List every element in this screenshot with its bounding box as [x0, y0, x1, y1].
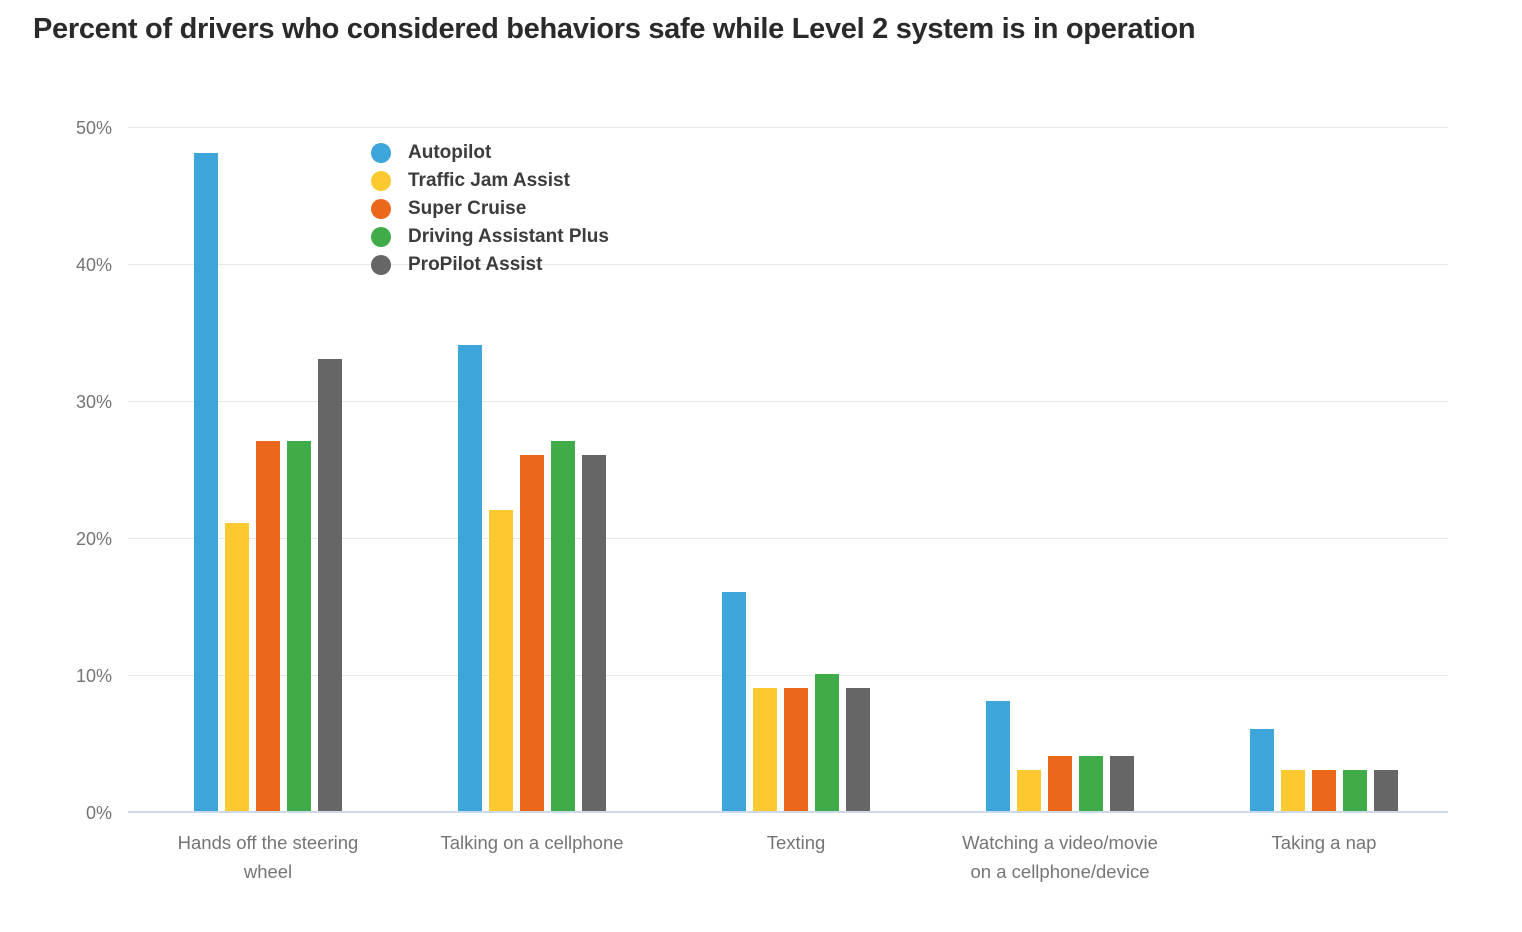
- bar[interactable]: [1374, 769, 1398, 811]
- x-axis-baseline: [128, 811, 1448, 813]
- x-category-label-line: Taking a nap: [1271, 832, 1377, 853]
- gridline: [128, 127, 1448, 128]
- x-category-label-line: Texting: [766, 832, 826, 853]
- bar[interactable]: [815, 674, 839, 811]
- bar[interactable]: [225, 523, 249, 811]
- legend: Autopilot Traffic Jam Assist Super Cruise D…: [371, 139, 609, 279]
- x-category-label: Watching a video/movie on a cellphone/dev…: [910, 828, 1210, 886]
- x-category-label: Talking on a cellphone: [382, 828, 682, 857]
- legend-item: Autopilot: [371, 139, 609, 167]
- chart-title: Percent of drivers who considered behavi…: [33, 13, 1196, 45]
- bar[interactable]: [1343, 769, 1367, 811]
- bar[interactable]: [1079, 756, 1103, 811]
- bar[interactable]: [1312, 769, 1336, 811]
- bar[interactable]: [458, 345, 482, 811]
- y-tick-label: 40%: [75, 255, 112, 275]
- legend-item: Super Cruise: [371, 195, 609, 223]
- x-category-label-line: Talking on a cellphone: [440, 832, 624, 853]
- gridline: [128, 538, 1448, 539]
- bar[interactable]: [489, 509, 513, 811]
- legend-label: Driving Assistant Plus: [408, 226, 609, 247]
- legend-label: Traffic Jam Assist: [408, 170, 570, 191]
- x-category-label-line: Watching a video/movie: [962, 832, 1158, 853]
- legend-label: Autopilot: [408, 142, 492, 163]
- bar[interactable]: [1110, 756, 1134, 811]
- bar[interactable]: [582, 454, 606, 811]
- plot-area: [128, 127, 1448, 813]
- bar[interactable]: [194, 153, 218, 811]
- y-tick-label: 30%: [75, 392, 112, 412]
- bar[interactable]: [1250, 728, 1274, 811]
- bar[interactable]: [520, 454, 544, 811]
- y-tick-label: 0%: [85, 803, 112, 823]
- bar[interactable]: [551, 441, 575, 811]
- x-category-label-line: on a cellphone/device: [970, 861, 1150, 882]
- legend-color-dot-icon: [371, 255, 391, 275]
- bar[interactable]: [1017, 769, 1041, 811]
- bar[interactable]: [722, 591, 746, 811]
- bar[interactable]: [318, 358, 342, 811]
- x-category-label-line: Hands off the steering: [177, 832, 359, 853]
- legend-item: Driving Assistant Plus: [371, 223, 609, 251]
- bar[interactable]: [986, 701, 1010, 811]
- bar[interactable]: [256, 441, 280, 811]
- x-category-label: Texting: [646, 828, 946, 857]
- gridline: [128, 675, 1448, 676]
- legend-color-dot-icon: [371, 171, 391, 191]
- gridline: [128, 264, 1448, 265]
- legend-label: ProPilot Assist: [408, 254, 543, 275]
- legend-color-dot-icon: [371, 227, 391, 247]
- y-tick-label: 50%: [75, 118, 112, 138]
- x-category-label: Taking a nap: [1174, 828, 1474, 857]
- bar[interactable]: [784, 687, 808, 811]
- bar[interactable]: [1281, 769, 1305, 811]
- x-category-label-line: wheel: [243, 861, 293, 882]
- y-tick-label: 20%: [75, 529, 112, 549]
- bar[interactable]: [846, 687, 870, 811]
- x-category-label: Hands off the steering wheel: [118, 828, 418, 886]
- bar[interactable]: [753, 687, 777, 811]
- legend-item: ProPilot Assist: [371, 251, 609, 279]
- legend-color-dot-icon: [371, 199, 391, 219]
- y-tick-label: 10%: [75, 666, 112, 686]
- gridline: [128, 401, 1448, 402]
- legend-color-dot-icon: [371, 143, 391, 163]
- bar[interactable]: [287, 441, 311, 811]
- bar[interactable]: [1048, 756, 1072, 811]
- legend-label: Super Cruise: [408, 198, 527, 219]
- legend-item: Traffic Jam Assist: [371, 167, 609, 195]
